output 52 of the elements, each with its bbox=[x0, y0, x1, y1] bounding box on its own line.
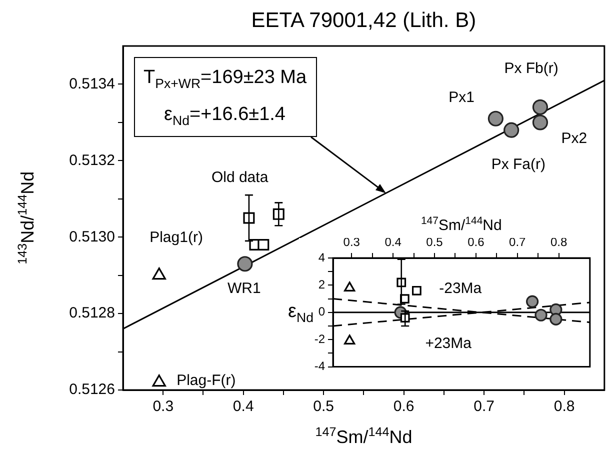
annotation: +23Ma bbox=[425, 334, 472, 352]
annotation: Old data bbox=[211, 168, 268, 186]
x-tick-label: 0.7 bbox=[474, 398, 494, 416]
y-tick-label: 0.5126 bbox=[69, 381, 115, 398]
x-tick-label: 0.3 bbox=[343, 235, 360, 250]
x-tick-label: 0.6 bbox=[468, 235, 485, 250]
y-tick-label: 0.5132 bbox=[69, 152, 115, 169]
x-tick-label: 0.4 bbox=[384, 235, 402, 250]
point bbox=[488, 110, 504, 126]
point bbox=[344, 282, 356, 292]
x-axis-title: $^{147}$Sm/$^{144}$Nd bbox=[315, 425, 412, 448]
point bbox=[532, 114, 548, 130]
point bbox=[550, 312, 562, 326]
x-tick-label: 0.5 bbox=[426, 235, 444, 250]
annotation: ε$_{Nd}$=+16.6±1.4 bbox=[164, 104, 286, 128]
x-tick-label: 0.5 bbox=[313, 398, 334, 416]
y-tick-label: -4 bbox=[314, 359, 326, 374]
annotation: Px1 bbox=[448, 89, 475, 107]
annotation: -23Ma bbox=[439, 280, 482, 298]
annotation: Px2 bbox=[561, 130, 588, 148]
point bbox=[504, 122, 520, 138]
y-tick-label: 0.5134 bbox=[69, 75, 115, 92]
x-axis-title: $^{147}$Sm/$^{144}$Nd bbox=[420, 214, 502, 234]
x-tick-label: 0.8 bbox=[554, 398, 575, 416]
x-tick-label: 0.8 bbox=[550, 235, 568, 250]
y-tick-label: -2 bbox=[314, 332, 326, 346]
x-tick-label: 0.7 bbox=[509, 235, 526, 250]
point bbox=[534, 308, 548, 322]
point bbox=[152, 268, 166, 280]
y-tick-label: 4 bbox=[318, 250, 326, 264]
point bbox=[526, 295, 539, 308]
x-tick-label: 0.6 bbox=[393, 398, 414, 416]
point bbox=[152, 374, 166, 387]
y-axis-title: ε$_{Nd}$ bbox=[288, 300, 314, 325]
annotation: Plag1(r) bbox=[150, 228, 203, 246]
annotation: Px Fa(r) bbox=[491, 156, 546, 174]
point bbox=[237, 256, 253, 272]
point bbox=[412, 286, 422, 296]
x-tick-label: 0.3 bbox=[152, 398, 174, 416]
annotation: Plag-F(r) bbox=[176, 372, 236, 390]
y-tick-label: 2 bbox=[318, 278, 326, 292]
point bbox=[344, 334, 356, 345]
annotation: T$_{Px+WR}$=169±23 Ma bbox=[144, 67, 307, 92]
y-tick-label: 0 bbox=[318, 304, 326, 319]
x-tick-label: 0.4 bbox=[232, 398, 254, 416]
annotation: Px Fb(r) bbox=[504, 60, 558, 78]
annotation: WR1 bbox=[227, 280, 261, 298]
chart-title: EETA 79001,42 (Lith. B) bbox=[251, 8, 476, 32]
y-tick-label: 0.5130 bbox=[69, 228, 115, 246]
y-tick-label: 0.5128 bbox=[69, 304, 115, 322]
point bbox=[258, 239, 270, 251]
point bbox=[532, 99, 548, 115]
